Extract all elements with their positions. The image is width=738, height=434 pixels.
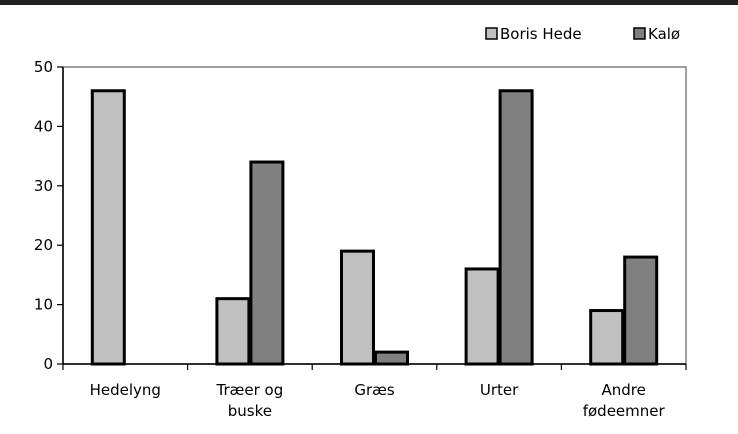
y-tick-label-1: 10 bbox=[34, 296, 53, 314]
plot-area: 0 10 20 30 40 50 Hedelyng Træer og buske Græs Urte… bbox=[34, 58, 687, 420]
y-tick-label-0: 0 bbox=[43, 355, 53, 373]
legend: Boris Hede Kalø bbox=[485, 25, 680, 43]
legend-label-0: Boris Hede bbox=[500, 25, 582, 43]
bar-1-2 bbox=[374, 350, 409, 366]
y-tick-label-5: 50 bbox=[34, 58, 53, 76]
x-tick-label-1: Træer og buske bbox=[216, 381, 284, 420]
x-tick-label-0: Hedelyng bbox=[90, 381, 161, 399]
bar-1-1 bbox=[249, 160, 285, 366]
legend-swatch-1 bbox=[633, 27, 646, 40]
y-tick-label-2: 20 bbox=[34, 236, 53, 254]
bar-0-1 bbox=[215, 297, 251, 366]
top-border-bar bbox=[0, 0, 738, 5]
bar-1-3 bbox=[498, 89, 534, 366]
legend-swatch-0 bbox=[485, 27, 498, 40]
bar-0-2 bbox=[340, 249, 375, 366]
bar-0-4 bbox=[589, 309, 625, 366]
x-tick-label-3: Urter bbox=[480, 381, 519, 399]
y-tick-label-3: 30 bbox=[34, 177, 53, 195]
x-tick-label-2: Græs bbox=[354, 381, 395, 399]
bar-0-0 bbox=[90, 89, 126, 366]
bar-0-3 bbox=[464, 267, 500, 366]
legend-label-1: Kalø bbox=[648, 25, 680, 43]
x-tick-label-4: Andre fødeemner bbox=[583, 381, 666, 420]
bar-1-4 bbox=[623, 255, 659, 366]
y-tick-label-4: 40 bbox=[34, 117, 53, 135]
